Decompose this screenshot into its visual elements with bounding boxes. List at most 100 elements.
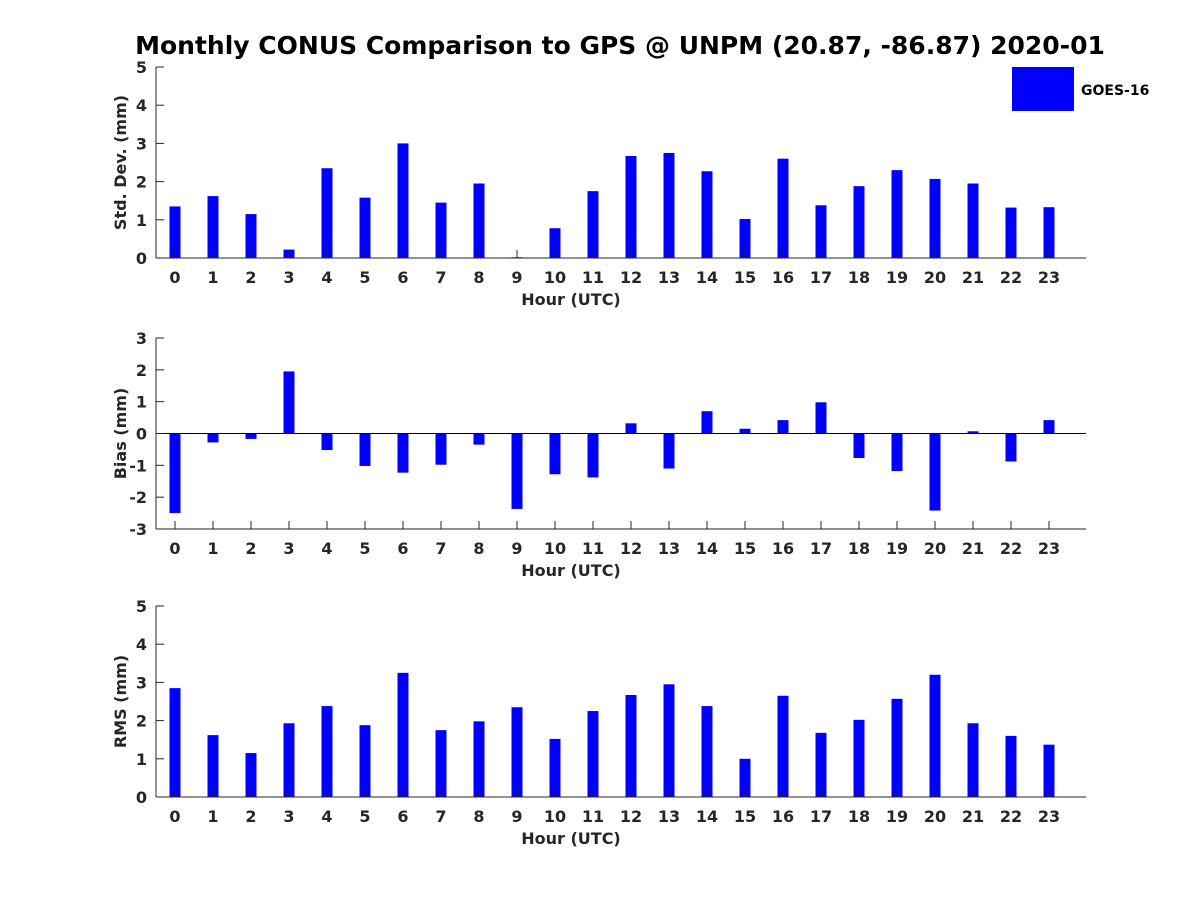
y-tick-label: -1 bbox=[129, 456, 147, 475]
y-tick-label: 2 bbox=[136, 712, 147, 731]
x-tick-label: 16 bbox=[772, 807, 794, 826]
x-tick-label: 8 bbox=[473, 268, 484, 287]
y-tick-label: 2 bbox=[136, 361, 147, 380]
x-tick-label: 17 bbox=[810, 807, 832, 826]
x-tick-label: 12 bbox=[620, 268, 642, 287]
x-tick-label: 13 bbox=[658, 268, 680, 287]
bar-panel3-hour-8 bbox=[474, 721, 485, 797]
bar-panel1-hour-20 bbox=[930, 179, 941, 258]
x-tick-label: 14 bbox=[696, 539, 718, 558]
x-tick-label: 7 bbox=[435, 807, 446, 826]
y-tick-label: 3 bbox=[136, 673, 147, 692]
y-tick-label: 3 bbox=[136, 134, 147, 153]
y-tick-label: 4 bbox=[136, 96, 147, 115]
legend-swatch-goes-16 bbox=[1012, 67, 1074, 111]
x-tick-label: 7 bbox=[435, 268, 446, 287]
y-tick-label: 1 bbox=[136, 211, 147, 230]
x-tick-label: 7 bbox=[435, 539, 446, 558]
bar-panel1-hour-8 bbox=[474, 184, 485, 258]
x-tick-label: 9 bbox=[511, 539, 522, 558]
bar-panel2-hour-10 bbox=[550, 434, 561, 475]
bar-panel3-hour-7 bbox=[436, 730, 447, 797]
x-tick-label: 19 bbox=[886, 539, 908, 558]
x-tick-label: 23 bbox=[1038, 268, 1060, 287]
x-tick-label: 3 bbox=[283, 807, 294, 826]
bar-panel1-hour-12 bbox=[626, 156, 637, 258]
x-tick-label: 4 bbox=[321, 807, 332, 826]
bar-panel2-hour-6 bbox=[398, 434, 409, 473]
y-tick-label: 2 bbox=[136, 173, 147, 192]
bar-panel3-hour-19 bbox=[892, 699, 903, 797]
x-tick-label: 9 bbox=[511, 268, 522, 287]
y-tick-label: -3 bbox=[129, 520, 147, 539]
bar-panel2-hour-1 bbox=[208, 434, 219, 443]
x-axis-label: Hour (UTC) bbox=[521, 290, 621, 309]
x-tick-label: 10 bbox=[544, 539, 566, 558]
x-tick-label: 12 bbox=[620, 807, 642, 826]
x-tick-label: 1 bbox=[207, 268, 218, 287]
x-tick-label: 18 bbox=[848, 268, 870, 287]
x-tick-label: 5 bbox=[359, 807, 370, 826]
x-tick-label: 6 bbox=[397, 268, 408, 287]
x-tick-label: 23 bbox=[1038, 807, 1060, 826]
x-tick-label: 15 bbox=[734, 807, 756, 826]
y-tick-label: 3 bbox=[136, 329, 147, 348]
bar-panel3-hour-10 bbox=[550, 739, 561, 797]
bar-panel2-hour-19 bbox=[892, 434, 903, 472]
x-tick-label: 4 bbox=[321, 539, 332, 558]
x-tick-label: 4 bbox=[321, 268, 332, 287]
bar-panel3-hour-21 bbox=[968, 723, 979, 797]
bar-panel3-hour-5 bbox=[360, 725, 371, 797]
y-tick-label: 1 bbox=[136, 750, 147, 769]
x-tick-label: 14 bbox=[696, 268, 718, 287]
x-tick-label: 21 bbox=[962, 807, 984, 826]
x-tick-label: 17 bbox=[810, 268, 832, 287]
x-tick-label: 2 bbox=[245, 807, 256, 826]
bar-panel3-hour-6 bbox=[398, 673, 409, 797]
x-tick-label: 11 bbox=[582, 539, 604, 558]
legend-label-goes-16: GOES-16 bbox=[1081, 83, 1149, 99]
bar-panel1-hour-11 bbox=[588, 191, 599, 258]
x-tick-label: 0 bbox=[169, 268, 180, 287]
x-tick-label: 1 bbox=[207, 539, 218, 558]
x-tick-label: 10 bbox=[544, 268, 566, 287]
chart-title: Monthly CONUS Comparison to GPS @ UNPM (… bbox=[135, 31, 1105, 60]
x-tick-label: 15 bbox=[734, 268, 756, 287]
y-tick-label: 1 bbox=[136, 393, 147, 412]
bar-panel2-hour-16 bbox=[778, 420, 789, 433]
x-tick-label: 19 bbox=[886, 268, 908, 287]
bar-panel3-hour-13 bbox=[664, 684, 675, 797]
x-tick-label: 3 bbox=[283, 268, 294, 287]
x-tick-label: 15 bbox=[734, 539, 756, 558]
x-tick-label: 20 bbox=[924, 268, 946, 287]
x-tick-label: 3 bbox=[283, 539, 294, 558]
bar-panel3-hour-3 bbox=[284, 723, 295, 797]
x-tick-label: 8 bbox=[473, 539, 484, 558]
x-tick-label: 14 bbox=[696, 807, 718, 826]
x-tick-label: 19 bbox=[886, 807, 908, 826]
x-tick-label: 22 bbox=[1000, 807, 1022, 826]
x-tick-label: 2 bbox=[245, 539, 256, 558]
bar-panel2-hour-3 bbox=[284, 371, 295, 433]
y-axis-label: Bias (mm) bbox=[111, 388, 130, 480]
bar-panel1-hour-18 bbox=[854, 186, 865, 258]
bar-panel3-hour-4 bbox=[322, 706, 333, 797]
bar-panel2-hour-11 bbox=[588, 434, 599, 478]
bar-panel2-hour-14 bbox=[702, 411, 713, 433]
x-tick-label: 22 bbox=[1000, 539, 1022, 558]
bar-panel1-hour-21 bbox=[968, 184, 979, 258]
bar-panel2-hour-8 bbox=[474, 434, 485, 445]
y-tick-label: -2 bbox=[129, 488, 147, 507]
x-axis-label: Hour (UTC) bbox=[521, 829, 621, 848]
x-tick-label: 8 bbox=[473, 807, 484, 826]
x-tick-label: 16 bbox=[772, 539, 794, 558]
bar-panel1-hour-7 bbox=[436, 203, 447, 258]
x-tick-label: 18 bbox=[848, 807, 870, 826]
bar-panel2-hour-12 bbox=[626, 423, 637, 433]
y-tick-label: 4 bbox=[136, 635, 147, 654]
x-tick-label: 11 bbox=[582, 807, 604, 826]
x-tick-label: 1 bbox=[207, 807, 218, 826]
